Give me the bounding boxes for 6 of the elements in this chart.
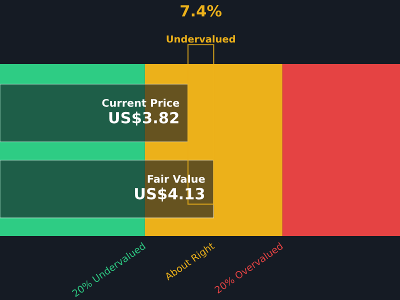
y-tick-label: Fair Value xyxy=(148,174,205,183)
text: 7.4% xyxy=(180,5,222,17)
data-label: US$4.13 xyxy=(135,188,204,202)
text: Undervalued xyxy=(166,35,235,43)
data-label: US$3.82 xyxy=(109,112,178,126)
y-tick-label: Current Price xyxy=(102,98,180,107)
